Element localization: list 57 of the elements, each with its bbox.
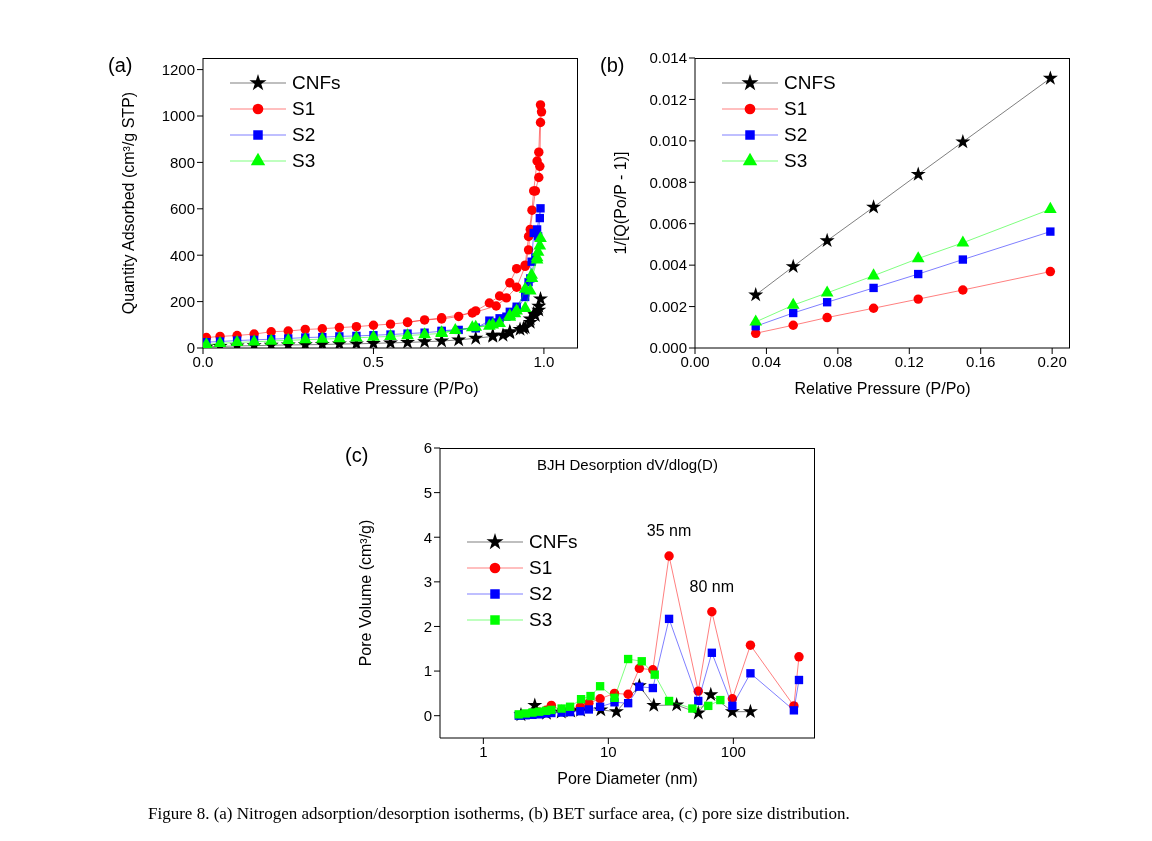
x-tick-label: 100 (720, 742, 746, 760)
y-tick-label: 0 (186, 339, 195, 357)
legend-label: CNFs (292, 72, 341, 94)
y-tick-label: 1000 (161, 107, 195, 125)
x-tick-label: 0.0 (192, 352, 214, 370)
legend-label: S1 (292, 98, 316, 120)
y-tick-label: 0.008 (649, 173, 687, 191)
y-axis-title: Quantity Adsorbed (cm³/g STP) (119, 91, 137, 315)
text: (a) (108, 54, 133, 77)
x-axis-title: Relative Pressure (P/Po) (302, 380, 479, 397)
x-tick-label: 1.0 (533, 352, 555, 370)
y-tick-label: 0.006 (649, 215, 687, 233)
y-tick-label: 0.014 (649, 49, 687, 67)
y-tick-label: 5 (423, 483, 432, 501)
text: BJH Desorption dV/dlog(D) (536, 456, 719, 473)
y-tick-label: 2 (423, 617, 432, 635)
y-tick-label: 600 (169, 200, 195, 218)
x-tick-label: 0.20 (1037, 352, 1067, 370)
x-tick-label: 10 (600, 742, 617, 760)
y-axis-title: Pore Volume (cm³/g) (356, 519, 374, 667)
legend-label: S3 (784, 150, 808, 172)
x-tick-label: 0.5 (363, 352, 384, 370)
y-tick-label: 800 (169, 153, 195, 171)
x-axis-title: Relative Pressure (P/Po) (794, 380, 971, 397)
legend-label: S3 (292, 150, 316, 172)
y-tick-label: 0.004 (649, 256, 687, 274)
annotation: 80 nm (689, 577, 735, 595)
legend-label: S2 (292, 124, 316, 146)
y-tick-label: 4 (423, 528, 432, 546)
legend-label: CNFs (529, 531, 578, 554)
y-tick-label: 3 (423, 573, 432, 591)
annotation: 35 nm (646, 521, 692, 539)
x-tick-label: 0.04 (751, 352, 782, 370)
caption: Figure 8. (a) Nitrogen adsorption/desorption isotherms, (b) BET surface area, (c) pore size distribution. (148, 804, 850, 824)
x-tick-label: 0.08 (823, 352, 853, 370)
legend-label: S2 (529, 583, 553, 606)
x-tick-label: 0.12 (894, 352, 924, 370)
y-tick-label: 0 (423, 707, 432, 725)
x-axis-title: Pore Diameter (nm) (557, 770, 698, 787)
x-tick-label: 0.16 (966, 352, 996, 370)
text: (b) (600, 54, 625, 77)
legend-label: CNFS (784, 72, 836, 94)
y-tick-label: 0.002 (649, 297, 687, 315)
y-tick-label: 400 (169, 246, 195, 264)
legend-label: S3 (529, 609, 553, 632)
y-tick-label: 1200 (161, 60, 195, 78)
text: (c) (345, 444, 369, 467)
x-tick-label: 1 (479, 742, 488, 760)
legend-label: S1 (784, 98, 808, 120)
y-tick-label: 1 (423, 662, 432, 680)
legend-label: S1 (529, 557, 553, 580)
y-tick-label: 200 (169, 292, 195, 310)
y-axis-title: 1/[Q(Po/P - 1)] (611, 151, 629, 255)
y-tick-label: 0.012 (649, 90, 687, 108)
y-tick-label: 0.010 (649, 132, 687, 150)
y-tick-label: 6 (423, 439, 432, 457)
legend-label: S2 (784, 124, 808, 146)
